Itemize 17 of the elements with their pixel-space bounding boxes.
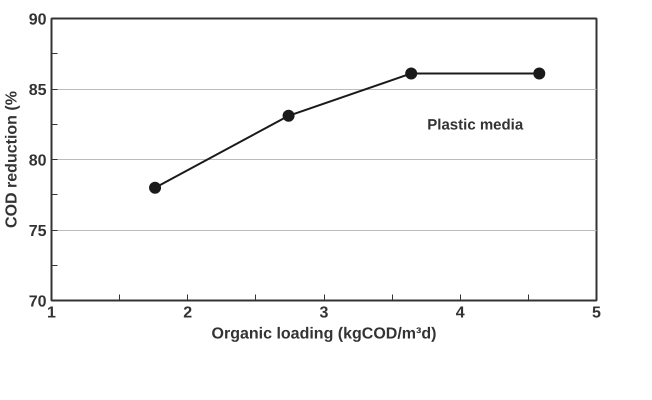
x-tick-label: 1 [47, 304, 56, 322]
y-axis-title: COD reduction (% [4, 91, 21, 228]
point [282, 110, 295, 122]
x-tick-label: 2 [183, 304, 192, 322]
y-tick-label: 85 [28, 82, 47, 99]
point [149, 182, 162, 194]
x-tick-label: 5 [592, 304, 602, 322]
x-tick-label: 3 [320, 304, 329, 322]
text: Plastic media [427, 116, 524, 134]
x-tick-label: 4 [456, 304, 465, 322]
y-tick-label: 90 [28, 12, 47, 28]
y-tick-label: 75 [28, 223, 47, 240]
y-tick-label: 70 [28, 294, 47, 310]
y-tick-label: 80 [28, 152, 47, 170]
point [405, 68, 418, 80]
x-axis-title: Organic loading (kgCOD/m³d) [212, 326, 436, 342]
point [533, 68, 546, 80]
